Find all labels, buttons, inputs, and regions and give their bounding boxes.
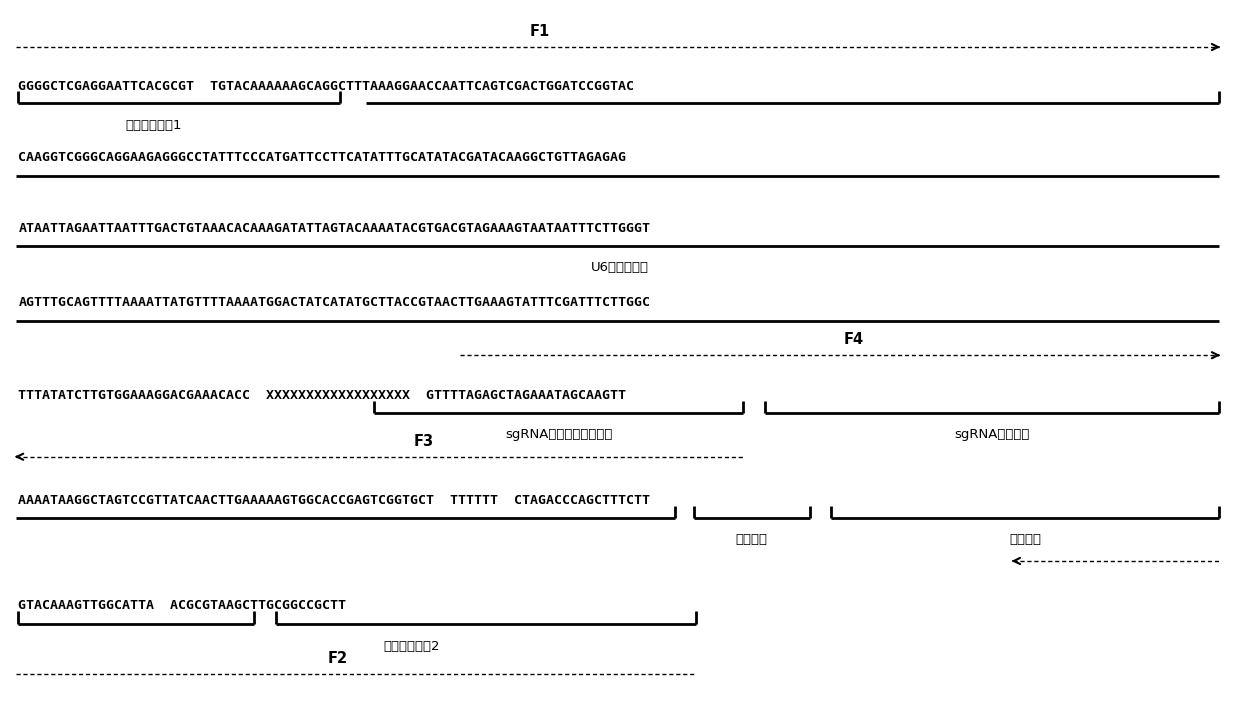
Text: sgRNA骨架序列: sgRNA骨架序列	[955, 428, 1029, 441]
Text: AAAATAAGGCTAGTCCGTTATCAACTTGAAAAAGTGGCACCGAGTCGGTGCT  TTTTTT  CTAGACCCAGCTTTCTT: AAAATAAGGCTAGTCCGTTATCAACTTGAAAAAGTGGCAC…	[19, 493, 651, 507]
Text: U6启动子序列: U6启动子序列	[591, 261, 649, 274]
Text: AGTTTGCAGTTTTAAAATTATGTTTTAAAATGGACTATCATATGCTTACCGTAACTTGAAAGTATTTCGATTTCTTGGC: AGTTTGCAGTTTTAAAATTATGTTTTAAAATGGACTATCA…	[19, 296, 651, 309]
Text: CAAGGTCGGGCAGGAAGAGGGCCTATTTCCCATGATTCCTTCATATTTGCATATACGATACAAGGCTGTTAGAGAG: CAAGGTCGGGCAGGAAGAGGGCCTATTTCCCATGATTCCT…	[19, 151, 626, 164]
Text: GGGGCTCGAGGAATTCACGCGT  TGTACAAAAAAGCAGGCTTTAAAGGAACCAATTCAGTCGACTGGATCCGGTAC: GGGGCTCGAGGAATTCACGCGT TGTACAAAAAAGCAGGC…	[19, 80, 635, 94]
Text: ATAATTAGAATTAATTTGACTGTAAACACAAAGATATTAGTACAAAATACGTGACGTAGAAAGTAATAATTTCTTGGGT: ATAATTAGAATTAATTTGACTGTAAACACAAAGATATTAG…	[19, 222, 651, 235]
Text: F1: F1	[529, 24, 551, 39]
Text: F3: F3	[413, 434, 434, 448]
Text: GTACAAAGTTGGCATTA  ACGCGTAAGCTTGCGGCCGCTT: GTACAAAGTTGGCATTA ACGCGTAAGCTTGCGGCCGCTT	[19, 599, 346, 612]
Text: F2: F2	[327, 651, 347, 666]
Text: F4: F4	[843, 332, 863, 347]
Text: 终止序列: 终止序列	[735, 533, 768, 546]
Text: 框架序列: 框架序列	[1009, 533, 1042, 546]
Text: 酶切位点序冗1: 酶切位点序冗1	[125, 118, 182, 132]
Text: TTTATATCTTGTGGAAAGGACGAAACACC  XXXXXXXXXXXXXXXXXX  GTTTTAGAGCTAGAAATAGCAAGTT: TTTATATCTTGTGGAAAGGACGAAACACC XXXXXXXXXX…	[19, 388, 626, 402]
Text: sgRNA中基因特异性序列: sgRNA中基因特异性序列	[505, 428, 613, 441]
Text: 酶切位点序冗2: 酶切位点序冗2	[383, 640, 439, 653]
